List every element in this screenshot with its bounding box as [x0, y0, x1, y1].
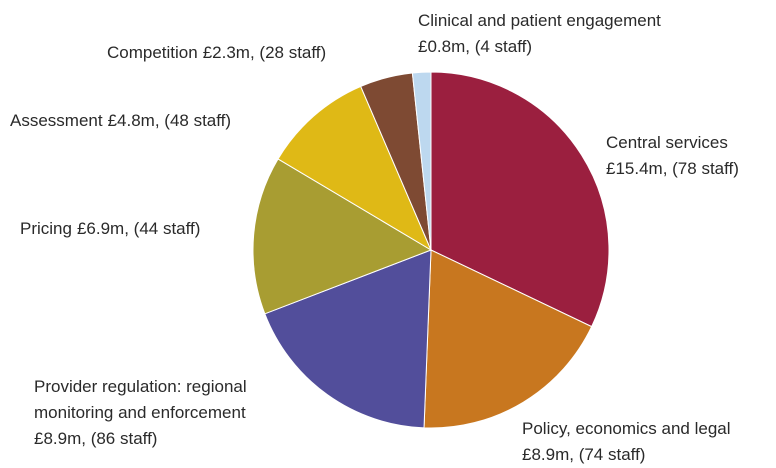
value-label: £8.9m, (74 staff): [522, 445, 646, 464]
pie-slice: [277, 85, 433, 252]
value-label: £0.8m, (4 staff): [418, 37, 533, 56]
pie-slice: [252, 158, 433, 315]
slice-label: Competition £2.3m, (28 staff): [107, 40, 326, 66]
slice-label: Policy, economics and legal £8.9m, (74 st…: [522, 416, 731, 468]
category-name: Competition: [107, 43, 198, 62]
category-name: Clinical and patient engagement: [418, 11, 661, 30]
pie-slice: [423, 249, 593, 429]
category-name: Assessment: [10, 111, 103, 130]
slice-label: Central services £15.4m, (78 staff): [606, 130, 739, 182]
pie-slice: [264, 249, 432, 429]
value-label: £2.3m, (28 staff): [202, 43, 327, 62]
category-name: Provider regulation: regional monitoring…: [34, 377, 247, 422]
value-label: £6.9m, (44 staff): [76, 219, 201, 238]
category-name: Policy, economics and legal: [522, 419, 731, 438]
value-label: £8.9m, (86 staff): [34, 429, 158, 448]
value-label: £4.8m, (48 staff): [107, 111, 232, 130]
slice-label: Assessment £4.8m, (48 staff): [10, 108, 231, 134]
slice-label: Pricing £6.9m, (44 staff): [20, 216, 200, 242]
category-name: Central services: [606, 133, 728, 152]
slice-label: Provider regulation: regional monitoring…: [34, 374, 296, 452]
slice-label: Clinical and patient engagement £0.8m, (4…: [418, 8, 661, 60]
category-name: Pricing: [20, 219, 72, 238]
pie-slice: [430, 71, 610, 328]
value-label: £15.4m, (78 staff): [606, 159, 739, 178]
pie-slice: [411, 71, 432, 251]
